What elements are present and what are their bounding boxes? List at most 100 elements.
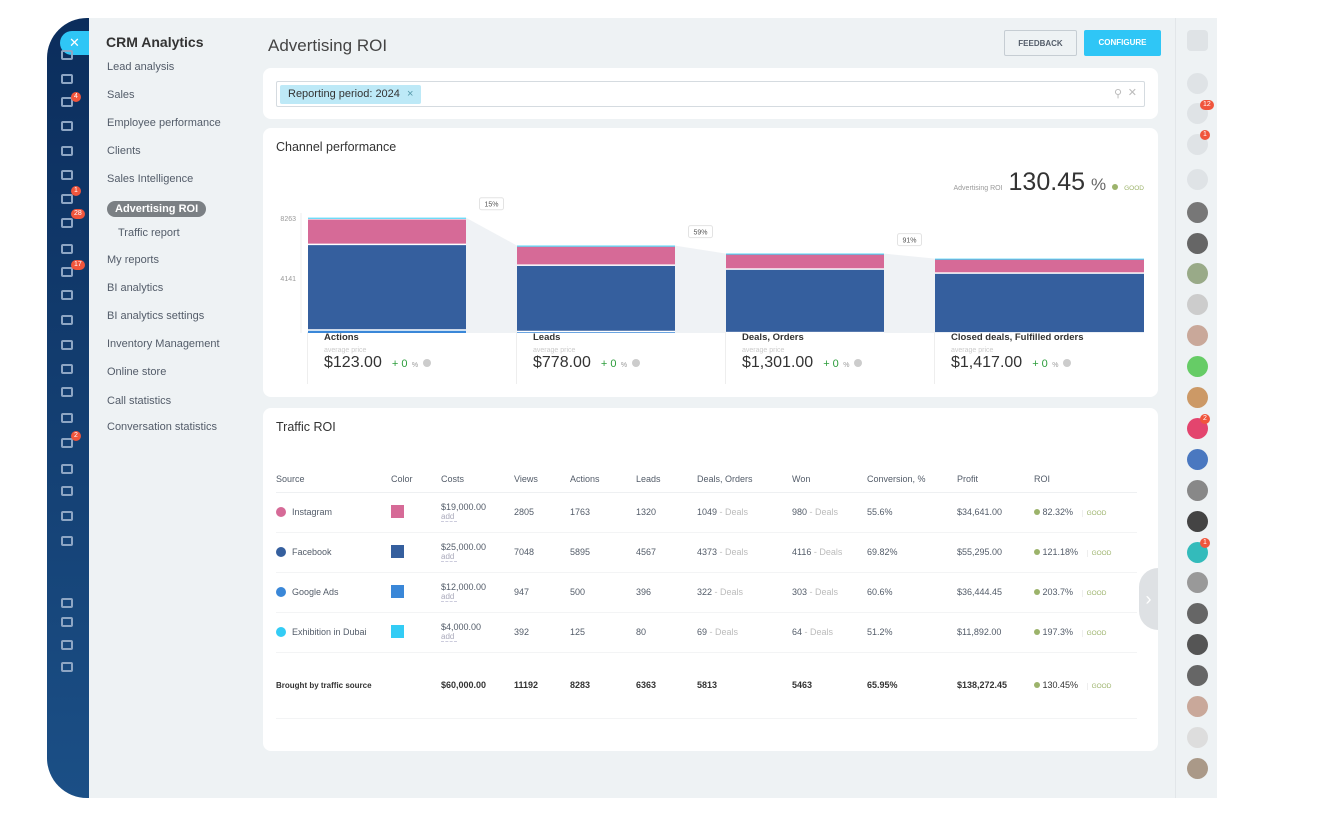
column-header[interactable]: Views (514, 466, 570, 493)
contact-avatar[interactable] (1187, 511, 1208, 532)
nav-icon[interactable] (61, 464, 73, 474)
help-icon[interactable] (422, 359, 431, 367)
nav-icon[interactable] (61, 267, 73, 277)
menu-item[interactable]: Sales (107, 89, 135, 101)
add-cost-link[interactable]: add (441, 632, 457, 642)
nav-icon[interactable] (61, 662, 73, 672)
menu-item[interactable]: BI analytics settings (107, 310, 205, 322)
deals-link[interactable]: - Deals (714, 587, 744, 597)
menu-item[interactable]: BI analytics (107, 282, 164, 294)
nav-icon[interactable] (61, 50, 73, 60)
configure-button[interactable]: CONFIGURE (1084, 30, 1161, 56)
menu-item[interactable]: Inventory Management (107, 338, 220, 350)
column-header[interactable]: Color (391, 466, 441, 493)
nav-icon[interactable] (61, 244, 73, 254)
filter-input[interactable]: Reporting period: 2024 × ⚲ ✕ (276, 81, 1145, 107)
nav-icon[interactable] (61, 640, 73, 650)
source-name[interactable]: Instagram (292, 506, 333, 517)
nav-icon[interactable] (61, 146, 73, 156)
menu-item[interactable]: Traffic report (118, 227, 180, 239)
add-cost-link[interactable]: add (441, 552, 457, 562)
menu-item[interactable]: Call statistics (107, 395, 172, 407)
deals-link[interactable]: - Deals (809, 507, 839, 517)
contact-avatar[interactable] (1187, 387, 1208, 408)
nav-icon[interactable] (61, 315, 73, 325)
contact-avatar[interactable] (1187, 727, 1208, 748)
nav-icon[interactable] (61, 387, 73, 397)
nav-icon[interactable] (61, 598, 73, 608)
column-header[interactable]: Profit (957, 466, 1034, 493)
nav-icon[interactable] (61, 536, 73, 546)
search-icon[interactable] (1187, 169, 1208, 190)
nav-icon[interactable] (61, 97, 73, 107)
contact-avatar[interactable] (1187, 233, 1208, 254)
help-icon[interactable] (1187, 30, 1208, 51)
color-swatch[interactable] (391, 504, 404, 518)
add-cost-link[interactable]: add (441, 512, 457, 522)
contact-avatar[interactable] (1187, 696, 1208, 717)
contact-avatar[interactable] (1187, 294, 1208, 315)
nav-icon[interactable] (61, 413, 73, 423)
nav-icon[interactable] (61, 438, 73, 448)
menu-item[interactable]: Conversation statistics (107, 421, 218, 433)
deals-link[interactable]: - Deals (809, 587, 839, 597)
contact-avatar[interactable] (1187, 449, 1208, 470)
feedback-button[interactable]: FEEDBACK (1004, 30, 1077, 56)
nav-icon[interactable] (61, 194, 73, 204)
column-header[interactable]: Deals, Orders (697, 466, 792, 493)
help-icon[interactable] (853, 359, 862, 367)
contact-avatar[interactable] (1187, 356, 1208, 377)
nav-icon[interactable] (61, 364, 73, 374)
nav-icon[interactable] (61, 121, 73, 131)
deals-link[interactable]: - Deals (709, 627, 739, 637)
nav-icon[interactable] (61, 511, 73, 521)
menu-item[interactable]: Employee performance (107, 117, 221, 129)
source-name[interactable]: Facebook (292, 546, 332, 557)
contact-avatar[interactable] (1187, 758, 1208, 779)
source-name[interactable]: Exhibition in Dubai (292, 626, 367, 637)
nav-icon[interactable] (61, 218, 73, 228)
search-icon[interactable]: ⚲ (1113, 88, 1122, 100)
deals-link[interactable]: - Deals (719, 507, 749, 517)
menu-item[interactable]: Lead analysis (107, 61, 175, 73)
add-cost-link[interactable]: add (441, 592, 457, 602)
column-header[interactable]: Conversion, % (867, 466, 957, 493)
color-swatch[interactable] (391, 544, 404, 558)
column-header[interactable]: Costs (441, 466, 514, 493)
nav-icon[interactable] (61, 74, 73, 84)
deals-link[interactable]: - Deals (813, 547, 843, 557)
help-icon[interactable] (1062, 359, 1071, 367)
scroll-right-button[interactable]: › (1139, 568, 1158, 630)
source-name[interactable]: Google Ads (292, 586, 339, 597)
nav-icon[interactable] (61, 486, 73, 496)
menu-item[interactable]: Advertising ROI (107, 201, 207, 217)
column-header[interactable]: Actions (570, 466, 636, 493)
nav-icon[interactable] (61, 617, 73, 627)
column-header[interactable]: Leads (636, 466, 697, 493)
deals-link[interactable]: - Deals (804, 627, 834, 637)
color-swatch[interactable] (391, 624, 404, 638)
contact-avatar[interactable] (1187, 665, 1208, 686)
color-swatch[interactable] (391, 584, 404, 598)
contact-avatar[interactable] (1187, 603, 1208, 624)
help-icon[interactable] (631, 359, 640, 367)
contact-avatar[interactable] (1187, 572, 1208, 593)
menu-item[interactable]: Online store (107, 366, 167, 378)
tag-remove-icon[interactable]: × (406, 88, 414, 100)
column-header[interactable]: Won (792, 466, 867, 493)
activity-icon[interactable] (1187, 73, 1208, 94)
contact-avatar[interactable] (1187, 325, 1208, 346)
menu-item[interactable]: Sales Intelligence (107, 173, 194, 185)
contact-avatar[interactable] (1187, 480, 1208, 501)
contact-avatar[interactable] (1187, 202, 1208, 223)
menu-item[interactable]: Clients (107, 145, 141, 157)
column-header[interactable]: ROI (1034, 466, 1137, 493)
nav-icon[interactable] (61, 340, 73, 350)
contact-avatar[interactable] (1187, 634, 1208, 655)
contact-avatar[interactable] (1187, 263, 1208, 284)
deals-link[interactable]: - Deals (719, 547, 749, 557)
clear-icon[interactable]: ✕ (1127, 87, 1137, 99)
nav-icon[interactable] (61, 290, 73, 300)
column-header[interactable]: Source (276, 466, 391, 493)
nav-icon[interactable] (61, 170, 73, 180)
